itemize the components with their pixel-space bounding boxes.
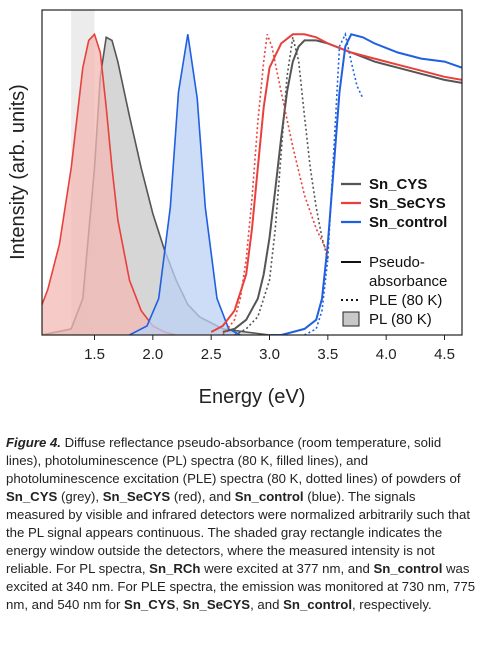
figure-label: Figure 4. [6, 435, 61, 450]
caption-text: Diffuse reflectance pseudo-absorbance (r… [6, 435, 461, 486]
caption-text: (grey), [57, 489, 103, 504]
plot-frame [41, 9, 463, 336]
legend-label-pseudo: Pseudo- [369, 254, 425, 271]
caption-sample-name: Sn_SeCYS [182, 597, 251, 612]
caption-sample-name: Sn_CYS [6, 489, 58, 504]
pl-spectra [42, 32, 270, 335]
sn-secys-pl-fill [42, 34, 177, 335]
x-tick-label: 2.0 [142, 346, 163, 363]
sn-control-pl-fill [129, 34, 241, 335]
sn-cys-pseudo-absorbance-line [222, 39, 462, 333]
x-axis-ticks: 1.5 2.0 2.5 3.0 3.5 4.0 4.5 [84, 335, 455, 363]
legend-label-sn-secys: Sn_SeCYS [369, 195, 446, 212]
sn-cys-ple-line [234, 37, 329, 335]
x-tick-label: 2.5 [201, 346, 222, 363]
sn-control-pseudo-absorbance-line [269, 33, 462, 335]
caption-text: were excited at 377 nm, and [200, 561, 374, 576]
x-tick-label: 3.5 [317, 346, 338, 363]
x-tick-label: 4.5 [434, 346, 455, 363]
sn-control-pl-line [129, 34, 241, 335]
x-tick-label: 4.0 [376, 346, 397, 363]
caption-text: , [175, 597, 183, 612]
caption-sample-name: Sn_control [234, 489, 304, 504]
sn-control-ple-line [304, 31, 364, 335]
figure-caption: Figure 4. Diffuse reflectance pseudo-abs… [6, 434, 476, 614]
caption-sample-name: Sn_CYS [124, 597, 176, 612]
caption-text: (blue). The signals measured by visible … [6, 489, 470, 576]
caption-text: (red), and [170, 489, 235, 504]
caption-text: was excited at 340 nm. For PLE spectra, … [6, 561, 476, 612]
sn-secys-pl-line [42, 32, 177, 335]
caption-sample-name: Sn_control [283, 597, 352, 612]
legend-label-absorbance: absorbance [369, 273, 447, 290]
x-tick-label: 1.5 [84, 346, 105, 363]
absorbance-and-ple-spectra [210, 31, 462, 335]
caption-sample-name: Sn_control [373, 561, 443, 576]
legend-swatch-filled [342, 311, 360, 327]
sn-secys-ple-line [222, 34, 329, 335]
legend-label-sn-cys: Sn_CYS [369, 176, 427, 193]
legend: Sn_CYS Sn_SeCYS Sn_control Pseudo- absor… [341, 176, 447, 328]
legend-label-ple: PLE (80 K) [369, 292, 442, 309]
y-axis-label: Intensity (arb. units) [7, 84, 29, 260]
chart: 1.5 2.0 2.5 3.0 3.5 4.0 4.5 Energy (eV) Intens… [7, 9, 463, 408]
caption-sample-name: Sn_SeCYS [102, 489, 171, 504]
caption-text: , respectively. [351, 597, 432, 612]
legend-label-pl: PL (80 K) [369, 311, 432, 328]
caption-text: , and [250, 597, 284, 612]
legend-label-sn-control: Sn_control [369, 214, 447, 231]
caption-sample-name: Sn_RCh [149, 561, 201, 576]
x-axis-label: Energy (eV) [199, 386, 306, 408]
sn-secys-pseudo-absorbance-line [210, 33, 462, 333]
x-tick-label: 3.0 [259, 346, 280, 363]
